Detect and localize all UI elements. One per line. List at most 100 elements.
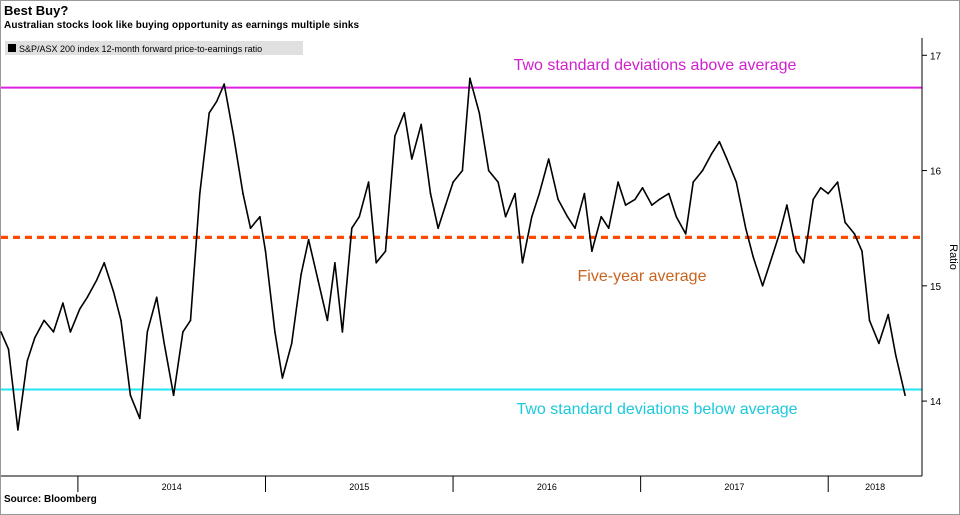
data-point [836,181,839,183]
data-point [868,319,871,322]
data-point [17,429,19,431]
data-point [163,342,165,345]
data-point [658,198,661,201]
data-point [803,262,805,264]
data-point [249,227,252,229]
data-point [300,273,302,276]
data-point [0,331,2,333]
x-tick-label: 2016 [537,482,557,492]
data-point [761,285,764,287]
data-point [367,181,370,183]
x-tick-label: 2015 [349,482,369,492]
data-point [887,313,889,316]
chart-subtitle: Australian stocks look like buying oppor… [4,20,360,31]
data-point [844,221,846,224]
data-point [607,227,610,229]
data-point [861,250,863,252]
data-point [223,83,225,85]
data-point [7,348,10,351]
data-point [574,227,576,229]
data-point [452,181,454,183]
data-point [634,198,636,201]
legend-box [5,41,303,55]
data-point [769,262,771,264]
data-point [429,192,432,195]
data-point [547,158,550,160]
data-point [182,331,184,333]
plot-area [1,38,922,476]
data-point [461,169,464,172]
data-point [827,192,829,195]
legend-swatch [8,44,16,52]
data-point [514,192,516,195]
data-point [259,215,261,218]
data-point [853,233,856,235]
data-point [744,227,747,229]
lower-band-label: Two standard deviations below average [516,401,797,418]
data-point [146,331,149,333]
data-point [103,262,105,264]
x-tick-label: 2014 [162,482,182,492]
data-point [675,215,678,218]
data-point [878,342,880,345]
data-point [290,342,293,345]
data-point [521,262,524,264]
data-point [334,262,336,264]
data-point [69,331,72,333]
data-point [307,238,310,241]
data-point [711,152,713,155]
data-point [317,279,319,281]
data-point [504,215,507,218]
data-point [786,204,788,206]
data-point [557,198,559,201]
data-point [274,331,276,333]
source-note: Source: Bloomberg [4,494,97,505]
data-point [617,181,619,183]
data-point [264,250,267,252]
data-point [469,77,471,80]
data-point [583,192,586,195]
data-point [403,112,406,114]
y-tick-label: 16 [930,167,942,178]
data-point [904,394,906,397]
data-point [538,192,541,195]
data-point [641,187,644,189]
data-point [735,181,738,183]
data-point [341,331,344,333]
data-point [208,112,210,114]
data-point [531,215,533,218]
data-point [155,296,158,299]
data-point [86,296,89,299]
y-tick-label: 14 [930,397,942,408]
data-point [478,112,481,114]
data-point [199,192,201,195]
data-point [232,135,235,137]
data-point [819,187,822,189]
data-point [795,250,798,252]
x-tick-label: 2018 [865,482,885,492]
data-point [651,204,653,206]
data-point [497,181,499,183]
chart-title: Best Buy? [4,3,69,18]
data-point [95,279,98,281]
data-point [52,331,55,333]
data-point [34,336,36,339]
data-point [812,198,814,201]
data-point [172,394,175,397]
data-point [718,140,721,143]
data-point [600,215,602,218]
data-point [139,417,141,420]
data-point [726,158,728,160]
data-point [375,262,378,264]
data-point [566,215,569,218]
data-point [778,233,781,235]
data-point [79,308,81,310]
data-point [215,100,218,103]
x-tick-label: 2017 [724,482,744,492]
data-point [326,319,329,322]
data-point [43,319,45,322]
data-point [120,319,122,322]
data-point [692,181,694,183]
data-point [112,290,115,293]
data-point [684,233,687,235]
